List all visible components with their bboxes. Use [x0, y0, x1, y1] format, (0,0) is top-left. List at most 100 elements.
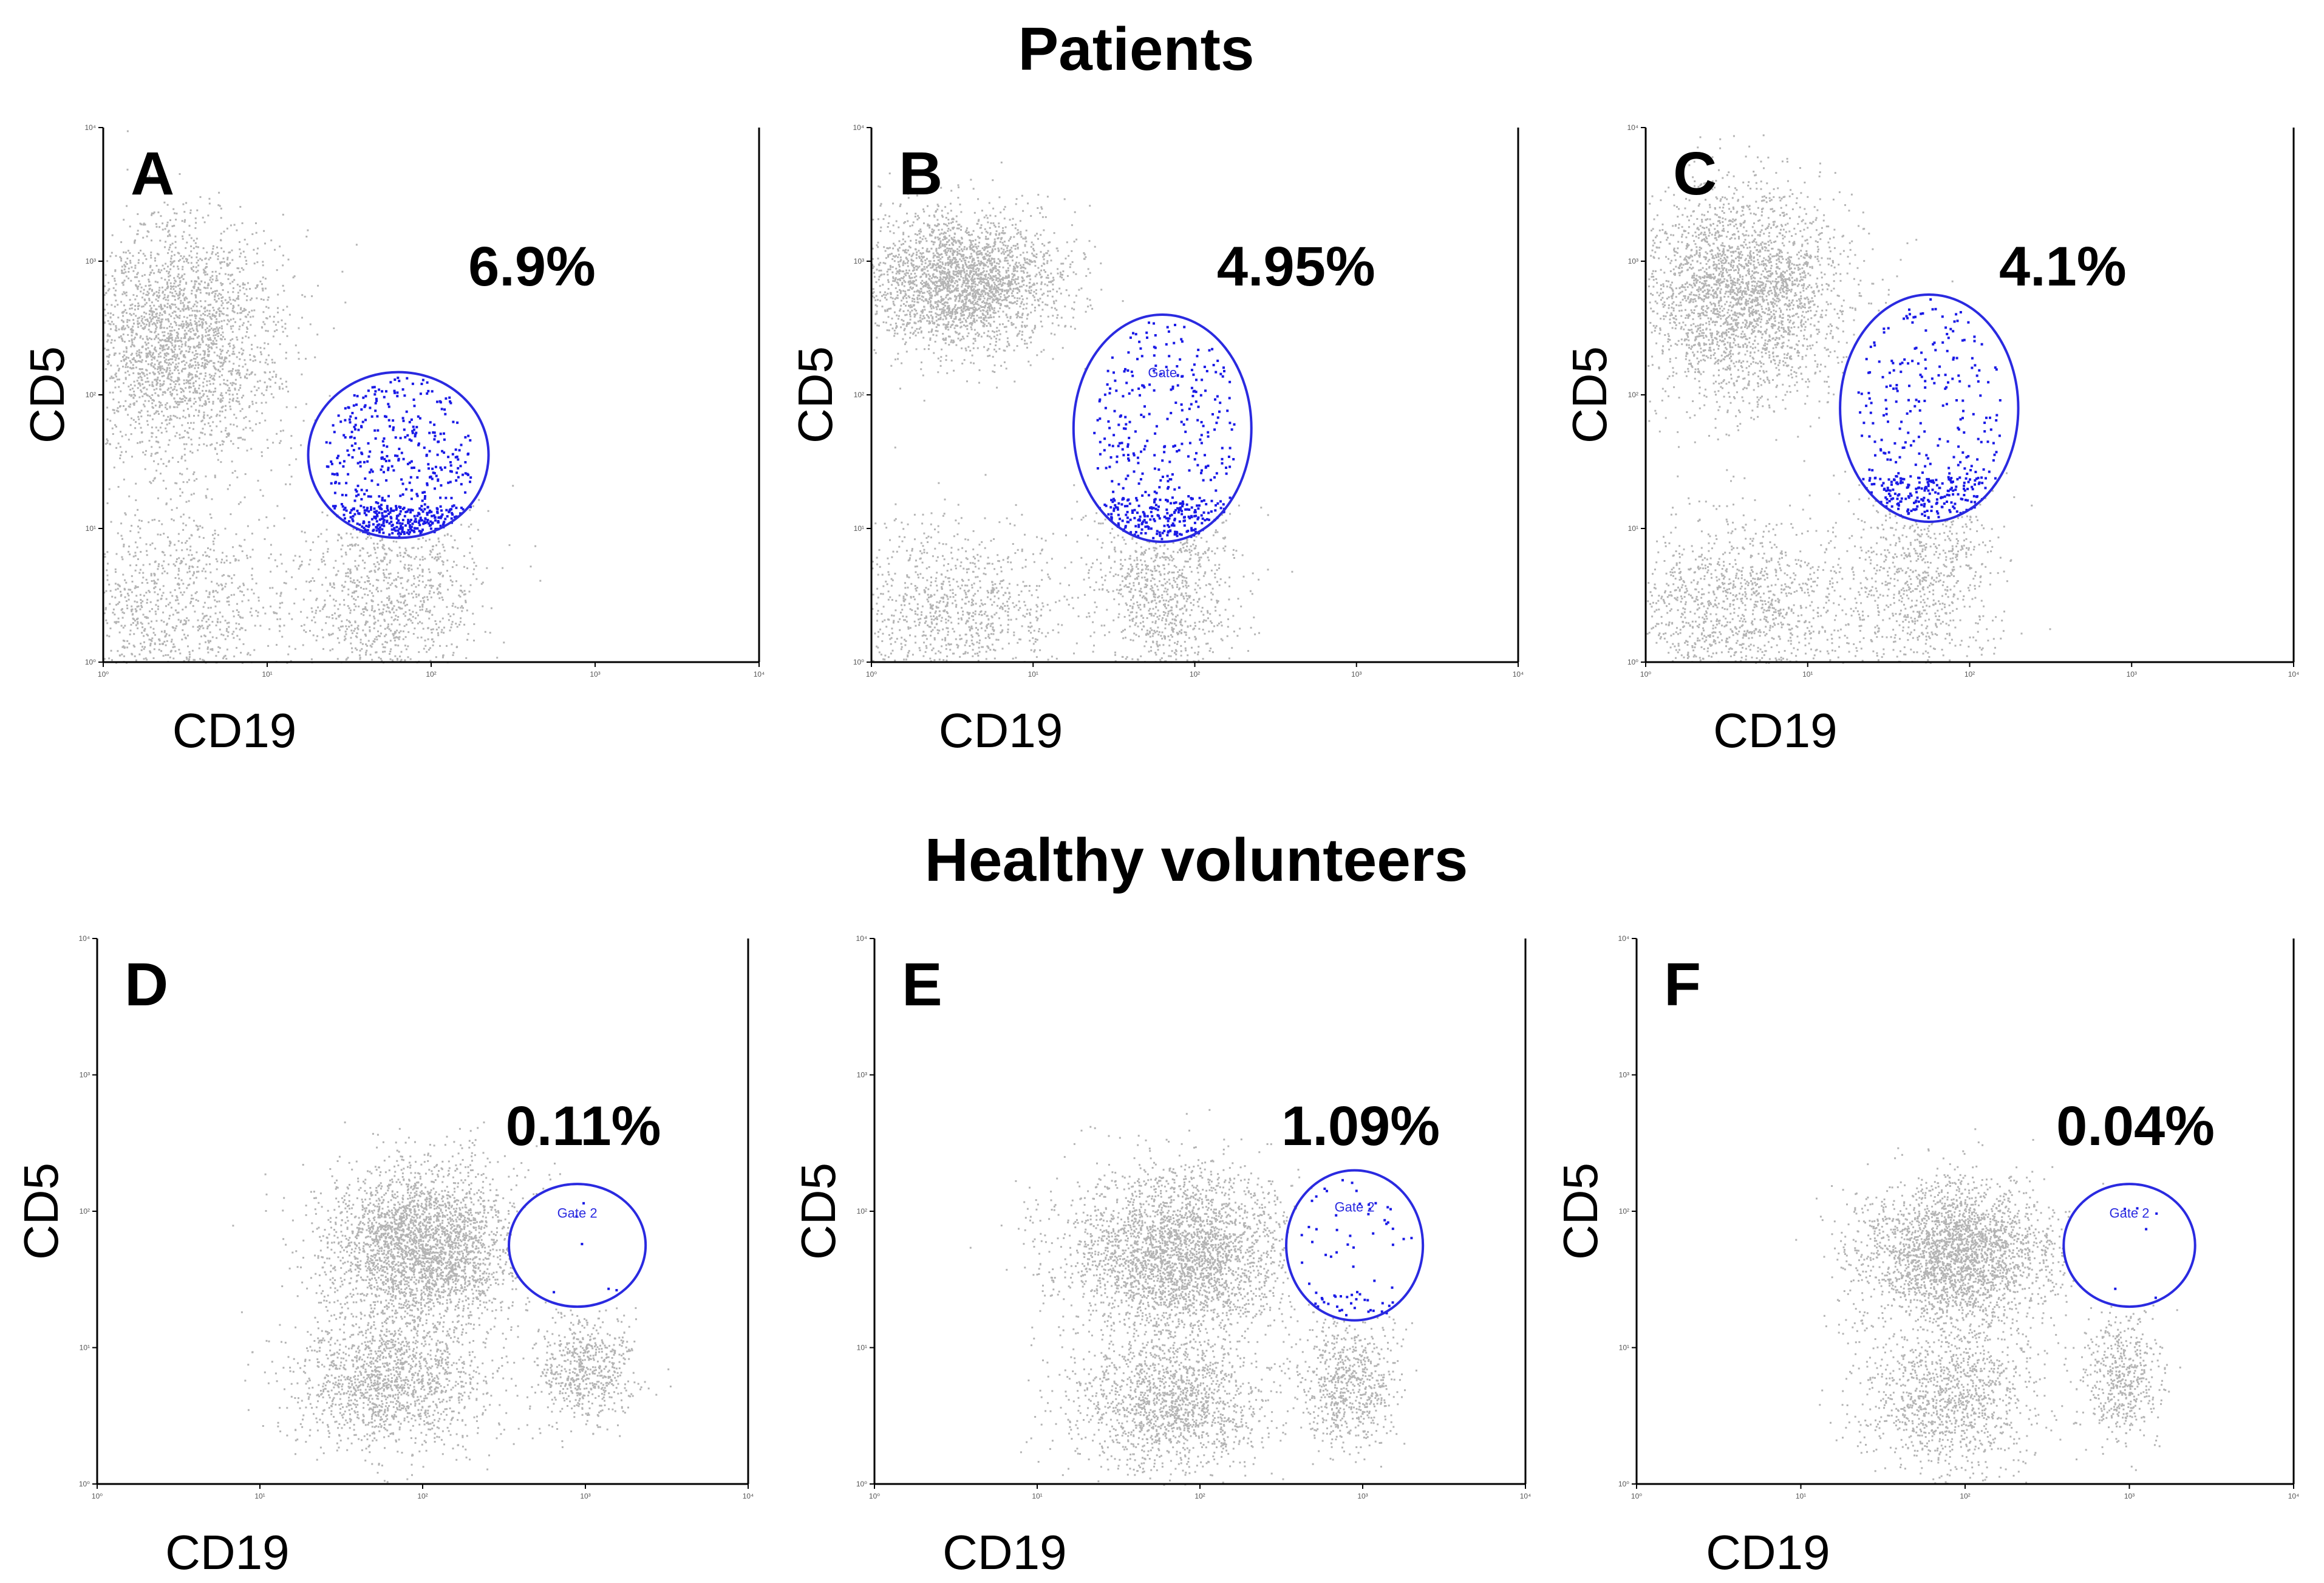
panel-f: Gate 2 10⁰ 10¹ 10² 10³ 10⁴ 10⁰ 10¹ 10² 10³ 10⁴ F 0.0… — [1553, 934, 2299, 1579]
x-axis-label: CD19 — [165, 1525, 290, 1579]
panel-c: 10⁰ 10¹ 10² 10³ 10⁴ 10⁰ 10¹ 10² 10³ 10⁴ C 4.1% CD19 C… — [1562, 123, 2299, 757]
x-axis-label: CD19 — [939, 703, 1063, 757]
scatter-events-background — [232, 1121, 672, 1483]
x-tick-label: 10² — [426, 670, 436, 679]
gate-label: Gate 2 — [2109, 1206, 2149, 1221]
gate-label: Gate — [1148, 365, 1177, 380]
y-tick-label: 10³ — [857, 1071, 867, 1079]
y-tick-label: 10⁰ — [79, 1480, 90, 1488]
y-axis-label: CD5 — [14, 1163, 68, 1260]
y-tick-label: 10² — [854, 391, 864, 399]
y-tick-label: 10³ — [854, 257, 864, 265]
y-tick-label: 10⁰ — [1627, 658, 1638, 666]
y-tick-label: 10⁴ — [84, 123, 96, 132]
x-tick-label: 10⁴ — [1513, 670, 1524, 679]
x-tick-label: 10² — [417, 1492, 428, 1500]
y-tick-label: 10³ — [80, 1071, 90, 1079]
y-axis-label: CD5 — [1553, 1163, 1607, 1260]
x-axis-label: CD19 — [172, 703, 297, 757]
gate-ellipse — [2062, 1183, 2196, 1308]
x-axis-label: CD19 — [1713, 703, 1838, 757]
scatter-events-gated — [1093, 321, 1236, 541]
panel-letter: E — [902, 951, 942, 1019]
y-axis-label: CD5 — [20, 346, 74, 443]
x-tick-label: 10² — [1960, 1492, 1970, 1500]
scatter-events-gated — [325, 377, 472, 538]
gate-ellipse — [508, 1183, 647, 1308]
x-tick-label: 10² — [1964, 670, 1975, 679]
x-tick-label: 10⁴ — [2288, 670, 2300, 679]
gate-percentage: 0.11% — [506, 1095, 661, 1157]
y-tick-label: 10⁴ — [1618, 934, 1629, 943]
gate-ellipse — [1839, 293, 2020, 523]
panel-letter: D — [124, 951, 168, 1019]
panel-letter: A — [131, 140, 174, 208]
y-tick-label: 10¹ — [1628, 524, 1638, 533]
x-tick-label: 10⁰ — [866, 670, 877, 679]
y-tick-label: 10³ — [1619, 1071, 1629, 1079]
scatter-events-background — [1795, 1128, 2181, 1485]
y-tick-label: 10⁴ — [78, 934, 90, 943]
y-axis-label: CD5 — [1562, 346, 1617, 443]
gate-percentage: 1.09% — [1281, 1095, 1440, 1157]
y-tick-label: 10³ — [1628, 257, 1638, 265]
x-tick-label: 10⁴ — [2288, 1492, 2300, 1500]
y-tick-label: 10⁴ — [1627, 123, 1638, 132]
x-tick-label: 10¹ — [254, 1492, 265, 1500]
y-tick-label: 10⁰ — [853, 658, 864, 666]
gate-label: Gate 2 — [557, 1206, 598, 1221]
y-tick-label: 10¹ — [80, 1344, 90, 1352]
panel-letter: B — [899, 140, 942, 208]
x-tick-label: 10⁰ — [869, 1492, 880, 1500]
y-axis-label: CD5 — [791, 1163, 845, 1260]
gate-label: Gate 2 — [1335, 1200, 1375, 1215]
scatter-events-gated — [2114, 1207, 2158, 1299]
scatter-events-background — [1646, 134, 2051, 664]
y-tick-label: 10⁴ — [856, 934, 867, 943]
gate-ellipse — [1072, 313, 1253, 543]
y-tick-label: 10² — [1628, 391, 1638, 399]
gate-percentage: 0.04% — [2056, 1095, 2215, 1157]
scatter-events-background — [103, 130, 542, 664]
x-tick-label: 10¹ — [1802, 670, 1813, 679]
x-tick-label: 10² — [1190, 670, 1200, 679]
scatter-events-gated — [1857, 298, 2002, 519]
panel-b: Gate 10⁰ 10¹ 10² 10³ 10⁴ 10⁰ 10¹ 10² 10³ 10⁴ B 4.95%… — [788, 123, 1524, 757]
x-tick-label: 10⁰ — [1631, 1492, 1642, 1500]
y-tick-label: 10¹ — [857, 1344, 867, 1352]
y-tick-label: 10⁰ — [85, 658, 96, 666]
y-axis-label: CD5 — [788, 346, 842, 443]
y-tick-label: 10² — [1619, 1207, 1629, 1215]
x-tick-label: 10⁴ — [754, 670, 765, 679]
x-tick-label: 10¹ — [1032, 1492, 1042, 1500]
group-title-healthy: Healthy volunteers — [925, 826, 1468, 894]
x-tick-label: 10³ — [1351, 670, 1361, 679]
y-tick-label: 10² — [857, 1207, 867, 1215]
panel-e: Gate 2 10⁰ 10¹ 10² 10³ 10⁴ 10⁰ 10¹ 10² 10³ 10⁴ E 1.0… — [791, 934, 1531, 1579]
y-tick-label: 10¹ — [1619, 1344, 1629, 1352]
x-tick-label: 10⁰ — [98, 670, 109, 679]
gate-percentage: 4.95% — [1217, 236, 1375, 298]
panel-letter: C — [1673, 140, 1717, 208]
x-tick-label: 10⁰ — [1640, 670, 1651, 679]
y-tick-label: 10³ — [86, 257, 96, 265]
y-tick-label: 10² — [80, 1207, 90, 1215]
panel-a: 10⁰ 10¹ 10² 10³ 10⁴ 10⁰ 10¹ 10² 10³ 10⁴ A 6.9% CD19 C… — [20, 123, 765, 757]
gate-percentage: 4.1% — [1999, 236, 2127, 298]
x-tick-label: 10⁴ — [1520, 1492, 1532, 1500]
x-tick-label: 10³ — [1357, 1492, 1368, 1500]
gate-percentage: 6.9% — [468, 236, 596, 298]
scatter-events-background — [969, 1109, 1417, 1486]
x-tick-label: 10⁰ — [92, 1492, 103, 1500]
x-axis-label: CD19 — [942, 1525, 1067, 1579]
x-tick-label: 10¹ — [1028, 670, 1038, 679]
x-tick-label: 10³ — [2127, 670, 2137, 679]
x-tick-label: 10³ — [580, 1492, 590, 1500]
y-tick-label: 10⁰ — [856, 1480, 867, 1488]
y-tick-label: 10¹ — [854, 524, 864, 533]
gate-ellipse — [307, 371, 490, 539]
x-tick-label: 10³ — [590, 670, 600, 679]
y-tick-label: 10¹ — [86, 524, 96, 533]
group-title-patients: Patients — [1018, 15, 1254, 83]
